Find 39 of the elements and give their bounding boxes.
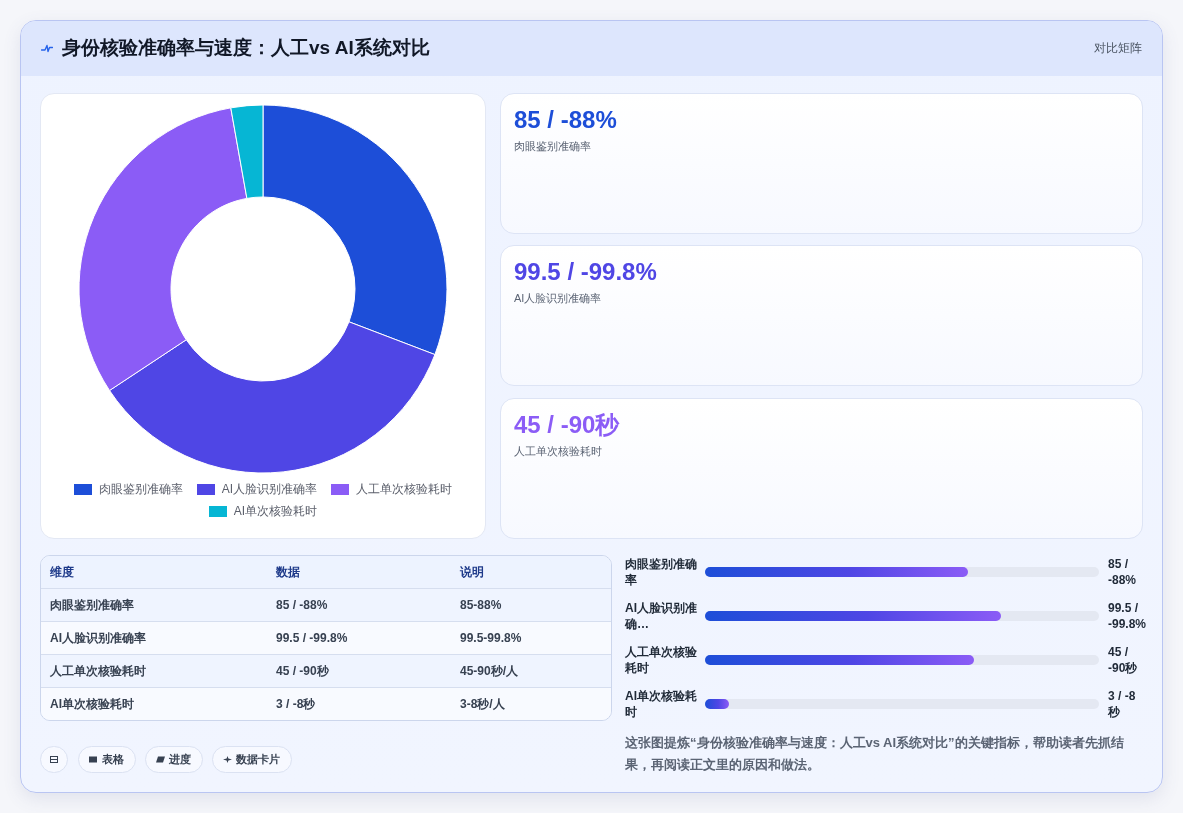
text: 99.5-99.8%: [460, 630, 523, 646]
text: 99.5 / -99.8%: [276, 630, 349, 646]
text: 45 / -90秒: [276, 663, 330, 679]
text: AI单次核验耗时: [50, 696, 135, 712]
legend-label: AI人脸识别准确率: [221, 480, 318, 498]
text: 45 / -90秒: [1108, 644, 1139, 676]
text: 维度: [50, 564, 75, 580]
text: 数据: [276, 564, 301, 580]
text: 99.5 / -99.8%: [1108, 600, 1147, 632]
text: 进度: [169, 752, 191, 767]
text: 99.5 / -99.8%: [514, 257, 658, 287]
text: 肉眼鉴别准确率: [514, 139, 592, 154]
text: 45-90秒/人: [460, 663, 520, 679]
text: 45 / -90秒: [514, 410, 621, 440]
text: 3-8秒/人: [460, 696, 506, 712]
text: 85-88%: [460, 597, 503, 613]
text: 3 / -8秒: [1108, 688, 1137, 720]
text: 表格: [102, 752, 124, 767]
text: 对比矩阵: [1093, 40, 1142, 57]
text: AI人脸识别准确率: [50, 630, 147, 646]
y-tick-label: AI人脸识别准确…: [625, 600, 698, 632]
y-tick-label: AI单次核验耗时: [625, 688, 698, 720]
text: 人工单次核验耗时: [514, 444, 603, 459]
text: 3 / -8秒: [276, 696, 317, 712]
text: 人工单次核验耗时: [50, 663, 147, 679]
text: 说明: [460, 564, 485, 580]
text: AI人脸识别准确率: [514, 291, 603, 306]
text: 这张图提炼“身份核验准确率与速度：人工vs AI系统对比”的关键指标，帮助读者先抓结果，再阅读正文里的原因和做法。: [625, 734, 1125, 774]
legend-label: 人工单次核验耗时: [356, 480, 453, 498]
text: 85 / -88%: [276, 597, 329, 613]
text: 数据卡片: [236, 752, 280, 767]
text: 85 / -88%: [1108, 556, 1137, 588]
legend-label: 肉眼鉴别准确率: [98, 480, 183, 498]
text: 85 / -88%: [514, 105, 618, 135]
text: 身份核验准确率与速度：人工vs AI系统对比: [62, 36, 431, 60]
text: 肉眼鉴别准确率: [50, 597, 135, 613]
y-tick-label: 人工单次核验耗时: [625, 644, 698, 676]
legend-label: AI单次核验耗时: [233, 502, 318, 520]
y-tick-label: 肉眼鉴别准确率: [625, 556, 698, 588]
